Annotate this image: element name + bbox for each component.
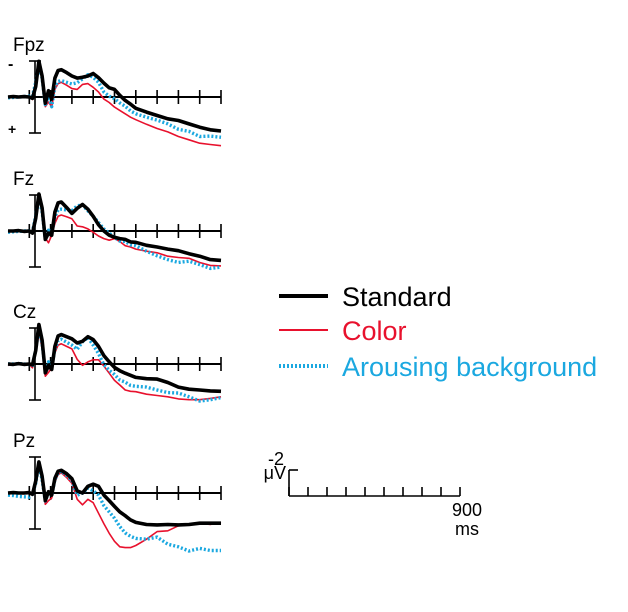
scale-amplitude-unit: μV (264, 463, 286, 483)
legend-label-color: Color (342, 316, 407, 346)
erp-panel-pz: Pz (7, 431, 222, 553)
scale-time-unit: ms (455, 519, 479, 539)
erp-panels: Fpz- + Fz Cz Pz (7, 35, 222, 553)
waveform-standard (7, 59, 222, 133)
erp-panel-fpz: Fpz- + (7, 35, 222, 147)
scale-time-value: 900 (452, 500, 482, 520)
legend: Standard Color Arousing background (279, 282, 597, 382)
electrode-label-cz: Cz (13, 302, 36, 323)
erp-panel-cz: Cz (7, 302, 222, 403)
polarity-positive-label: + (8, 121, 16, 137)
waveform-standard (7, 460, 221, 527)
legend-label-standard: Standard (342, 282, 452, 312)
scale-bar-axes (288, 469, 461, 497)
electrode-label-fpz: Fpz (13, 35, 45, 56)
legend-label-arousing: Arousing background (342, 352, 597, 382)
scale-amplitude-value: -2 (268, 449, 284, 469)
scale-bar: -2 μV 900 ms (264, 449, 482, 539)
waveform-standard (8, 192, 222, 263)
electrode-label-pz: Pz (13, 431, 35, 452)
waveform-color (8, 66, 222, 147)
waveform-standard (7, 322, 222, 394)
polarity-negative-label: - (8, 56, 13, 73)
erp-panel-fz: Fz (7, 169, 222, 271)
electrode-label-fz: Fz (13, 169, 34, 190)
